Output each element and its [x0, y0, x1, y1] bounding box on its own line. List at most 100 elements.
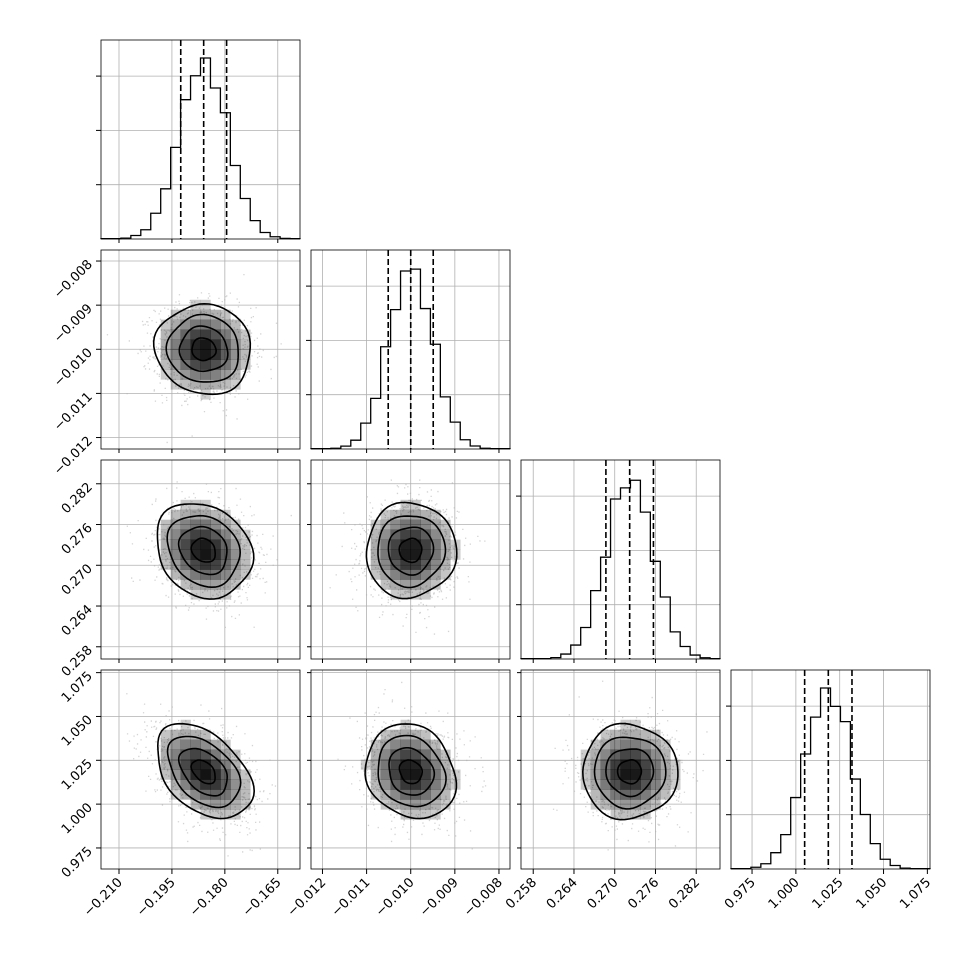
density-cell	[180, 769, 191, 780]
y-tick-label: 0.276	[59, 521, 96, 558]
panel-frame	[100, 39, 301, 240]
y-tick-label: 1.050	[59, 713, 96, 750]
density-cell	[180, 379, 191, 390]
contour-line	[388, 747, 436, 796]
x-axis-2: −0.012 −0.011 −0.010 −0.009 −0.008	[285, 869, 506, 920]
density-cell	[610, 739, 621, 750]
density-cell	[380, 549, 391, 560]
density-cell	[390, 739, 401, 750]
density-cell	[410, 759, 421, 770]
x-tick-label: −0.010	[373, 875, 418, 920]
density-cell	[190, 539, 201, 550]
density-cell	[420, 769, 431, 780]
density-cell	[440, 569, 451, 580]
x-tick-label: 1.000	[766, 875, 803, 912]
density-cell	[620, 789, 631, 800]
density-cell	[400, 759, 411, 770]
density-cell	[180, 339, 191, 350]
density-cell	[390, 519, 401, 530]
panel-frame	[100, 459, 301, 660]
y-tick-label: 1.025	[59, 757, 96, 794]
density-cell	[170, 319, 181, 330]
density-cell	[400, 749, 411, 760]
density-cell	[380, 759, 391, 770]
density-cell	[400, 549, 411, 560]
density-cell	[420, 529, 431, 540]
density-cell	[180, 579, 191, 590]
density-cell	[220, 589, 231, 600]
density-cell	[410, 589, 421, 600]
density-cell	[410, 499, 421, 511]
density-cell	[210, 789, 221, 800]
density-cell	[230, 519, 241, 530]
hist-panel-2	[306, 249, 511, 450]
density-cell	[240, 569, 251, 580]
contour-line	[387, 526, 435, 576]
density-cell	[180, 559, 191, 570]
density-cell	[410, 779, 421, 790]
density-cell	[220, 549, 231, 560]
density-cell	[190, 779, 201, 790]
density-cell	[600, 729, 611, 740]
density-cell	[390, 559, 401, 570]
density-cell	[210, 809, 221, 820]
density-cell	[630, 749, 641, 760]
density-cell	[210, 339, 221, 350]
density-cell	[390, 589, 401, 600]
density-cell	[190, 339, 201, 350]
density-cell	[420, 729, 431, 740]
density-cell	[400, 519, 411, 530]
density-cell	[230, 549, 241, 560]
x-tick-label: −0.012	[285, 875, 330, 920]
density-cell	[180, 519, 191, 530]
density-cell	[170, 369, 181, 380]
density-cell	[180, 789, 191, 800]
density-cell	[650, 799, 661, 810]
density-cell	[410, 579, 421, 590]
density-cell	[640, 729, 651, 740]
density-cell	[590, 779, 601, 790]
density-cell	[430, 539, 441, 550]
density-cell	[580, 769, 591, 780]
contour-line	[377, 734, 447, 808]
density-cell	[210, 379, 221, 390]
density-cell	[410, 769, 421, 780]
density-cell	[410, 509, 421, 520]
density-cell	[410, 799, 421, 810]
density-cell	[190, 549, 201, 560]
density-cell	[430, 779, 441, 790]
density-cell	[210, 509, 221, 520]
y-tick-label: 0.975	[59, 844, 96, 881]
density-cell	[390, 509, 401, 520]
density-cell	[170, 789, 181, 800]
density-cell	[240, 769, 251, 780]
contour-line	[177, 747, 229, 797]
density-cell	[420, 519, 431, 530]
density-cell	[210, 749, 221, 760]
density-cell	[390, 579, 401, 590]
density-cell	[420, 809, 431, 820]
density-cell	[240, 799, 251, 810]
density-cell	[380, 769, 391, 780]
density-cell	[590, 769, 601, 780]
density-cell	[630, 739, 641, 750]
density-cell	[410, 549, 421, 560]
density-cell	[210, 309, 221, 320]
density-cell	[160, 529, 171, 540]
density-cell	[230, 569, 241, 580]
density-cell	[220, 329, 231, 340]
x-tick-label: −0.210	[81, 875, 126, 920]
density-cell	[230, 769, 241, 780]
density-cell	[190, 519, 201, 530]
density-cell	[190, 379, 201, 390]
density-cell	[230, 339, 241, 350]
density-cell	[220, 319, 231, 330]
contour-line	[177, 525, 228, 576]
density-cell	[180, 729, 191, 740]
density-cell	[420, 539, 431, 550]
density-cell	[370, 769, 381, 780]
density-cell	[220, 759, 231, 770]
x-tick-label: 1.050	[853, 875, 890, 912]
density-cell	[420, 789, 431, 800]
